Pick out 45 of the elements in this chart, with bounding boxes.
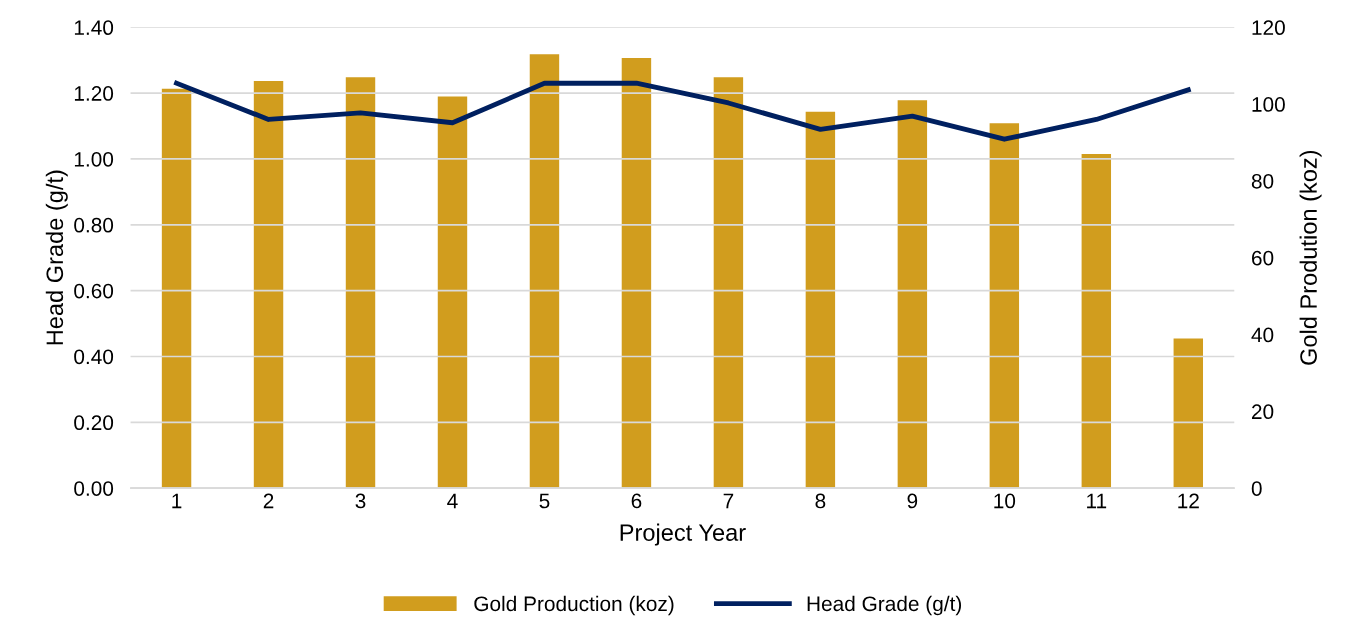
bar bbox=[897, 100, 928, 489]
y2-tick-label: 0 bbox=[1251, 481, 1262, 496]
y-axis-title: Head Grade (g/t) bbox=[45, 170, 68, 345]
y-tick-label: 1.40 bbox=[74, 20, 114, 36]
bar bbox=[529, 54, 560, 489]
bar bbox=[1173, 338, 1204, 489]
x-tick-label: 12 bbox=[1178, 493, 1199, 509]
y2-tick-label: 120 bbox=[1252, 20, 1285, 36]
x-tick-label: 7 bbox=[723, 493, 734, 509]
y2-tick-label: 100 bbox=[1252, 97, 1285, 112]
x-tick-label: 5 bbox=[539, 493, 550, 509]
bar bbox=[805, 111, 836, 489]
y2-tick-label: 80 bbox=[1251, 173, 1274, 189]
y-tick-label: 1.00 bbox=[74, 151, 114, 167]
bar bbox=[345, 77, 376, 489]
x-tick-label: 2 bbox=[263, 493, 274, 509]
bar bbox=[621, 57, 652, 489]
bar bbox=[1081, 154, 1112, 489]
legend-label: Gold Production (koz) bbox=[474, 595, 674, 616]
y2-tick-label: 60 bbox=[1252, 250, 1274, 266]
bar bbox=[989, 123, 1020, 489]
bar bbox=[161, 88, 192, 489]
bar bbox=[437, 96, 468, 489]
y-tick-label: 1.20 bbox=[74, 86, 114, 101]
x-tick-label: 9 bbox=[907, 493, 918, 509]
y-tick-label: 0.60 bbox=[74, 283, 114, 299]
x-tick-label: 8 bbox=[815, 493, 826, 509]
x-tick-label: 11 bbox=[1087, 493, 1107, 509]
x-axis-title: Project Year bbox=[620, 523, 746, 546]
y2-axis-title: Gold Prodution (koz) bbox=[1299, 150, 1322, 365]
y-tick-label: 0.80 bbox=[74, 217, 114, 233]
x-tick-label: 3 bbox=[355, 493, 366, 509]
x-tick-label: 4 bbox=[447, 493, 458, 509]
x-tick-label: 6 bbox=[631, 493, 642, 509]
y2-tick-label: 20 bbox=[1252, 404, 1274, 420]
y-tick-label: 0.40 bbox=[74, 349, 114, 365]
x-tick-label: 10 bbox=[994, 493, 1016, 509]
x-tick-label: 1 bbox=[172, 493, 182, 509]
bar bbox=[253, 81, 284, 489]
y-tick-label: 0.20 bbox=[74, 415, 114, 431]
legend-label: Head Grade (g/t) bbox=[807, 595, 962, 616]
y2-tick-label: 40 bbox=[1251, 327, 1274, 343]
bar bbox=[713, 77, 744, 489]
line-series bbox=[174, 80, 1191, 142]
y-tick-label: 0.00 bbox=[74, 481, 114, 496]
